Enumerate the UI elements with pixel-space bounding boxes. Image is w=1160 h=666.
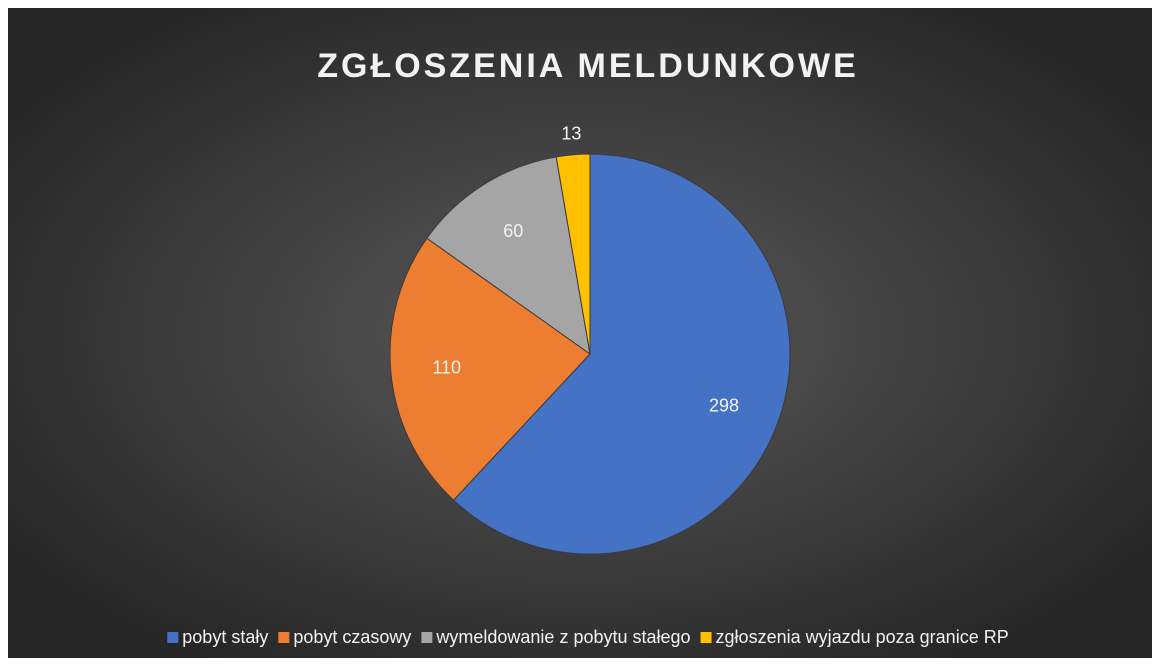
legend-label: pobyt stały [182, 627, 268, 647]
pie-slice [389, 237, 591, 501]
legend-label: wymeldowanie z pobytu stałego [435, 627, 690, 647]
pie-slice [555, 153, 591, 355]
legend-label: pobyt czasowy [293, 627, 411, 647]
data-label: 60 [503, 221, 523, 241]
legend-swatch [167, 632, 179, 643]
chart-title: ZGŁOSZENIA MELDUNKOWE [317, 47, 859, 85]
pie-slice [426, 156, 591, 356]
data-label: 110 [432, 357, 461, 377]
pie-slice [452, 153, 791, 555]
legend-swatch [421, 632, 433, 643]
legend-swatch [278, 632, 290, 643]
data-label: 13 [561, 124, 581, 144]
legend-label: zgłoszenia wyjazdu poza granice RP [716, 627, 1009, 647]
legend-swatch [700, 632, 712, 643]
data-label: 298 [709, 396, 739, 416]
